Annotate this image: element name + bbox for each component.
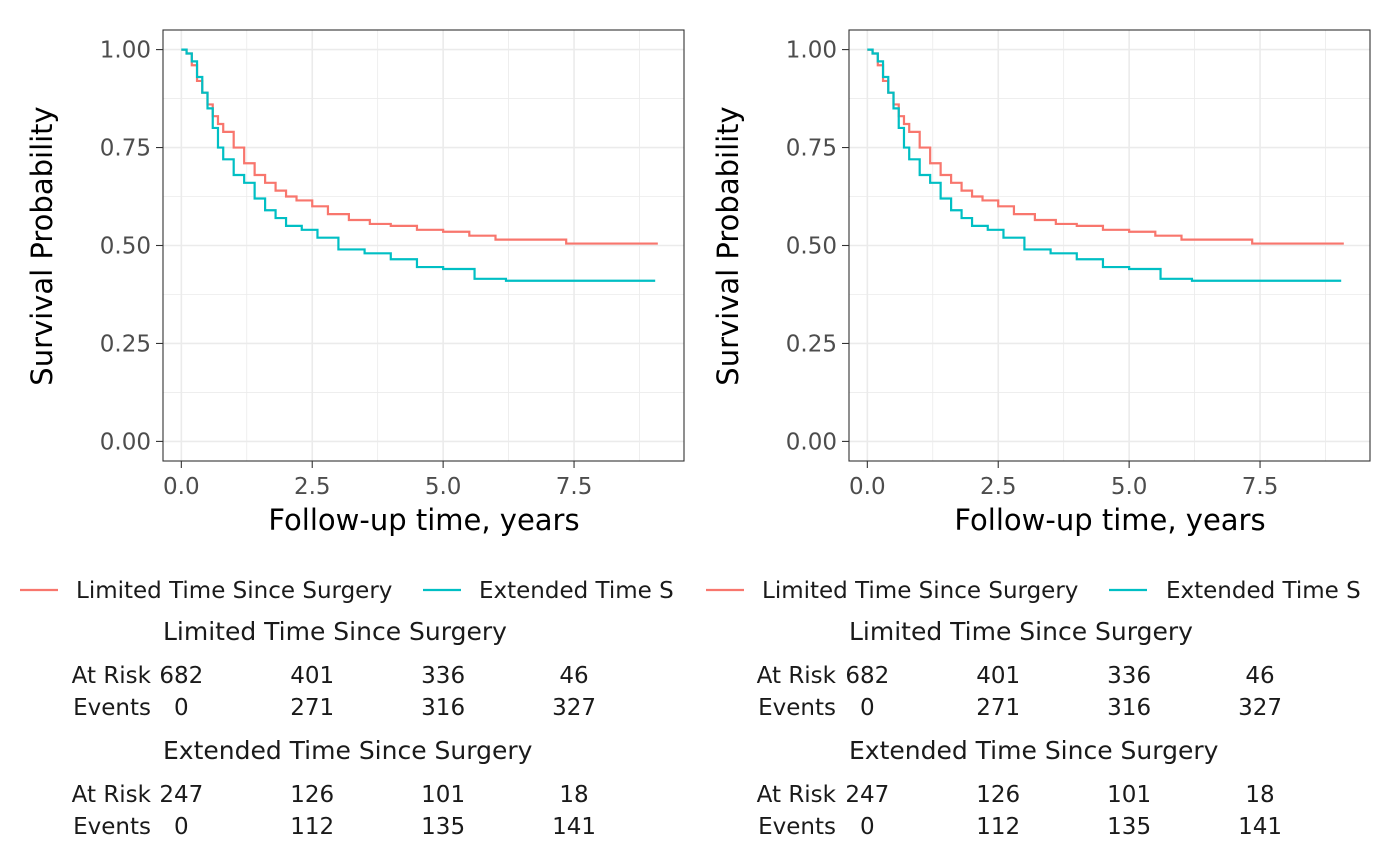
x-tick-label: 0.0 (163, 474, 200, 500)
y-tick-label: 0.50 (100, 234, 151, 260)
survival-curve-limited (181, 48, 658, 245)
risk-row-label: Events (758, 814, 836, 840)
risk-group-title: Extended Time Since Surgery (163, 736, 533, 765)
risk-cell: 135 (1107, 814, 1151, 840)
risk-row-label: Events (758, 695, 836, 721)
risk-cell: 46 (559, 663, 588, 689)
legend-label-limited: Limited Time Since Surgery (762, 578, 1078, 604)
risk-group-title: Limited Time Since Surgery (849, 617, 1193, 646)
x-tick-label: 0.0 (849, 474, 886, 500)
minor-gridlines (849, 30, 1370, 461)
risk-cell: 126 (976, 782, 1020, 808)
minor-gridlines (163, 30, 684, 461)
risk-cell: 126 (290, 782, 334, 808)
risk-cell: 327 (552, 695, 596, 721)
risk-cell: 682 (159, 663, 203, 689)
risk-cell: 336 (421, 663, 465, 689)
risk-cell: 18 (559, 782, 588, 808)
risk-cell: 101 (421, 782, 465, 808)
legend-label-limited: Limited Time Since Surgery (76, 578, 392, 604)
survival-curve-limited (867, 48, 1344, 245)
major-gridlines (163, 30, 684, 461)
risk-row-label: At Risk (72, 782, 152, 808)
legend-label-extended: Extended Time S (479, 578, 674, 604)
risk-cell: 0 (860, 695, 875, 721)
risk-cell: 327 (1238, 695, 1282, 721)
legend-right: Limited Time Since Surgery Extended Time… (706, 578, 1361, 604)
x-tick-label: 2.5 (980, 474, 1017, 500)
x-tick-label: 7.5 (1242, 474, 1279, 500)
risk-cell: 247 (845, 782, 889, 808)
risk-cell: 46 (1245, 663, 1274, 689)
x-tick-label: 5.0 (425, 474, 462, 500)
y-tick-label: 0.25 (100, 331, 151, 357)
legend-left: Limited Time Since Surgery Extended Time… (20, 578, 674, 604)
risk-row-label: Events (73, 695, 151, 721)
survival-curves (181, 48, 658, 282)
risk-cell: 141 (1238, 814, 1282, 840)
risk-row-label: Events (73, 814, 151, 840)
risk-cell: 0 (860, 814, 875, 840)
x-axis-title: Follow-up time, years (954, 503, 1265, 537)
x-tick-label: 2.5 (294, 474, 331, 500)
risk-cell: 112 (290, 814, 334, 840)
risk-cell: 247 (159, 782, 203, 808)
legend-clip-mask (684, 570, 706, 610)
risk-cell: 112 (976, 814, 1020, 840)
risk-cell: 316 (421, 695, 465, 721)
y-tick-label: 0.75 (100, 136, 151, 162)
x-axis-ticks: 0.0 2.5 5.0 7.5 (849, 461, 1278, 500)
risk-cell: 401 (290, 663, 334, 689)
risk-cell: 101 (1107, 782, 1151, 808)
risk-row-label: At Risk (757, 782, 837, 808)
risk-group-title: Limited Time Since Surgery (163, 617, 507, 646)
risk-row-label: At Risk (72, 663, 152, 689)
x-axis-ticks: 0.0 2.5 5.0 7.5 (163, 461, 592, 500)
risk-cell: 0 (174, 695, 189, 721)
risk-group-title: Extended Time Since Surgery (849, 736, 1219, 765)
y-tick-label: 1.00 (786, 38, 837, 64)
y-tick-label: 0.00 (100, 429, 151, 455)
risk-cell: 316 (1107, 695, 1151, 721)
y-axis-title: Survival Probability (711, 106, 745, 385)
major-gridlines (849, 30, 1370, 461)
risk-cell: 682 (845, 663, 889, 689)
y-axis-ticks: 0.00 0.25 0.50 0.75 1.00 (100, 38, 163, 455)
risk-cell: 401 (976, 663, 1020, 689)
risk-cell: 135 (421, 814, 465, 840)
risk-cell: 0 (174, 814, 189, 840)
y-axis-title: Survival Probability (25, 106, 59, 385)
survival-curve-extended (867, 48, 1342, 282)
survival-curve-extended (181, 48, 656, 282)
legend-label-extended: Extended Time S (1166, 578, 1361, 604)
risk-cell: 18 (1245, 782, 1274, 808)
km-panel-left: 0.00 0.25 0.50 0.75 1.00 0.0 2.5 5.0 7.5 Follow… (25, 29, 685, 537)
y-tick-label: 1.00 (100, 38, 151, 64)
km-panel-right: 0.00 0.25 0.50 0.75 1.00 0.0 2.5 5.0 7.5 Follow… (711, 29, 1371, 537)
x-axis-title: Follow-up time, years (268, 503, 579, 537)
y-axis-ticks: 0.00 0.25 0.50 0.75 1.00 (786, 38, 849, 455)
y-tick-label: 0.25 (786, 331, 837, 357)
y-tick-label: 0.75 (786, 136, 837, 162)
risk-cell: 271 (976, 695, 1020, 721)
risk-cell: 141 (552, 814, 596, 840)
risk-cell: 271 (290, 695, 334, 721)
risk-table-left: Limited Time Since Surgery At Risk 682 401 3… (72, 617, 596, 840)
y-tick-label: 0.00 (786, 429, 837, 455)
risk-table-right: Limited Time Since Surgery At Risk 682 401 3… (757, 617, 1282, 840)
x-tick-label: 5.0 (1111, 474, 1148, 500)
survival-curves (867, 48, 1344, 282)
y-tick-label: 0.50 (786, 234, 837, 260)
risk-row-label: At Risk (757, 663, 837, 689)
risk-cell: 336 (1107, 663, 1151, 689)
x-tick-label: 7.5 (556, 474, 593, 500)
